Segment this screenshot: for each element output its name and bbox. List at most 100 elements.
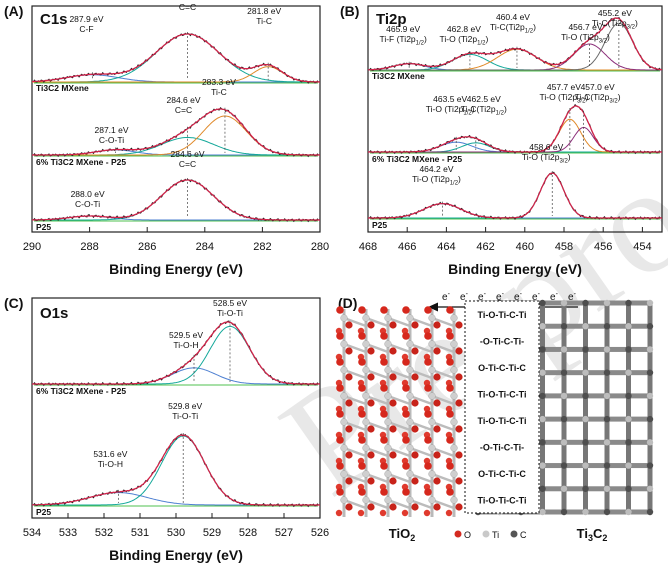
peak-energy-label: 462.8 eV (447, 24, 481, 34)
tio2-label-text: TiO (389, 526, 410, 541)
o-atom (336, 462, 344, 470)
ti-atom (362, 366, 370, 374)
ti-atom (406, 340, 414, 348)
tio2-bond (431, 394, 455, 406)
lattice-atom (539, 346, 546, 353)
bond-label: O-Ti-C-Ti-C (478, 469, 526, 479)
peak-orbital-sub: 3/2 (559, 159, 568, 165)
x-tick-label: 288 (80, 241, 98, 253)
fit-envelope (368, 172, 662, 219)
peak-assignment-text: Ti-O (Ti2p (440, 34, 478, 44)
lattice-bond-v (583, 303, 588, 512)
lattice-atom (560, 323, 568, 330)
tio2-bond (431, 368, 455, 380)
fit-envelope (32, 179, 320, 221)
o-atom (446, 462, 454, 470)
peak-energy-label: 460.4 eV (496, 12, 530, 22)
panel-letter-d: (D) (338, 295, 357, 311)
x-tick-label: 456 (594, 241, 612, 253)
sample-label: P25 (372, 220, 387, 230)
tio2-bond (365, 316, 389, 328)
o-atom (357, 509, 365, 517)
o-atom (424, 306, 432, 314)
o-atom (380, 358, 388, 366)
ti-atom (428, 314, 436, 322)
electron-letter: e (442, 292, 448, 303)
x-tick-label: 532 (95, 527, 113, 539)
peak-energy-label: 456.7 eV (568, 22, 602, 32)
lattice-atom (582, 462, 589, 469)
o-atom (402, 410, 410, 418)
peak-energy-label: 284.6 eV (167, 95, 201, 105)
ti3c2-label-c: C (593, 526, 603, 541)
o-atom (358, 410, 366, 418)
ti-atom (406, 366, 414, 374)
o-atom (345, 347, 353, 355)
peak-assignment-text: C-O-Ti (75, 199, 100, 209)
lattice-atom (560, 462, 568, 469)
ti-atom (340, 314, 348, 322)
o-atom (411, 321, 419, 329)
x-tick-label: 533 (59, 527, 77, 539)
tio2-bond (343, 368, 367, 380)
ti-atom (450, 340, 458, 348)
x-tick-label: 454 (633, 241, 651, 253)
peak-orbital-close: ) (618, 92, 621, 102)
peak-orbital-close: ) (485, 34, 488, 44)
peak-assignment-label: C-O-Ti (99, 135, 124, 145)
electron-charge: - (538, 291, 541, 298)
lattice-atom (646, 323, 654, 330)
o-atom (389, 399, 397, 407)
o-atom (380, 462, 388, 470)
o-atom (367, 425, 375, 433)
peak-assignment-label: Ti-C (211, 87, 227, 97)
peak-assignment-text: Ti-O (Ti2p (522, 152, 560, 162)
o-atom (455, 503, 463, 511)
ti-atom (428, 496, 436, 504)
electron-charge: - (502, 291, 505, 298)
peak-assignment-label: C=C (179, 2, 196, 12)
sample-label: Ti3C2 MXene (36, 83, 89, 93)
o-atom (345, 425, 353, 433)
peak-orbital-close: ) (458, 174, 461, 184)
ti-atom (428, 470, 436, 478)
peak-energy-label: 284.6 eV (171, 0, 205, 2)
sample-label: 6% Ti3C2 MXene - P25 (36, 386, 126, 396)
o-atom (336, 332, 344, 340)
ti-atom (362, 470, 370, 478)
ti-atom (428, 392, 436, 400)
tio2-bond (343, 342, 367, 354)
peak-energy-label: 528.5 eV (213, 298, 247, 308)
plot-frame-a (31, 5, 321, 233)
lattice-atom (539, 323, 546, 330)
panel-d: (D) e-e-e-e-e-e-e-e- Ti-O-Ti-C-Ti-O-Ti-C… (335, 291, 654, 543)
plot-area-a: 290 288 286 284 282 280 Ti3C2 MXene 287.9 eVC-F… (23, 0, 329, 253)
peak-assignment-label: Ti-C (256, 16, 272, 26)
lattice-atom (539, 299, 546, 307)
legend-label: C (520, 530, 527, 540)
panel-a: (A) C1s 290 288 286 284 282 280 Ti3C2 MXene 287… (4, 0, 329, 277)
x-tick-label: 282 (253, 241, 271, 253)
ti-atom (384, 418, 392, 426)
o-atom (424, 384, 432, 392)
peak-assignment-label: Ti-F (Ti2p1/2) (379, 34, 427, 47)
peak-assignment-text: Ti-C(Ti2p (461, 104, 496, 114)
x-tick-label: 526 (311, 527, 329, 539)
lattice-atom (603, 323, 611, 330)
peak-energy-label: 288.0 eV (71, 189, 105, 199)
bond-label: Ti-O-Ti-C-Ti (478, 390, 527, 400)
tio2-bond (343, 316, 367, 328)
ti-atom (384, 444, 392, 452)
peak-assignment-text: Ti-O (Ti2p (561, 32, 599, 42)
tio2-bond (387, 472, 411, 484)
peak-energy-label: 281.8 eV (247, 6, 281, 16)
lattice-atom (582, 369, 589, 376)
electron-symbol: e- (496, 291, 505, 303)
fit-component (31, 492, 320, 506)
lattice-atom (646, 415, 654, 423)
x-tick-label: 528 (239, 527, 257, 539)
o-atom (411, 347, 419, 355)
bond-label: Ti-O-Ti-C-Ti (478, 416, 527, 426)
o-atom (424, 462, 432, 470)
x-tick-label: 464 (437, 241, 455, 253)
